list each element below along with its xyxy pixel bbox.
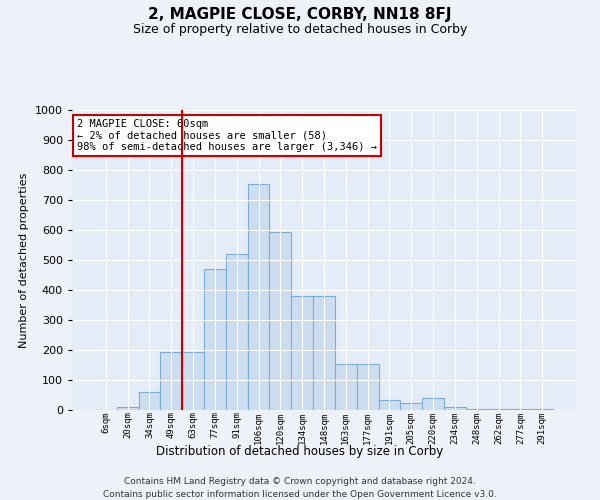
Text: Contains public sector information licensed under the Open Government Licence v3: Contains public sector information licen… [103, 490, 497, 499]
Bar [139, 392, 160, 410]
Bar [357, 364, 379, 410]
Bar [204, 269, 226, 410]
Bar [117, 407, 139, 410]
Bar [400, 402, 422, 410]
Bar [422, 398, 444, 410]
Bar [291, 296, 313, 410]
Bar [509, 409, 531, 410]
Text: 2, MAGPIE CLOSE, CORBY, NN18 8FJ: 2, MAGPIE CLOSE, CORBY, NN18 8FJ [148, 8, 452, 22]
Bar [335, 364, 357, 410]
Bar [269, 232, 291, 410]
Bar [226, 254, 248, 410]
Text: Contains HM Land Registry data © Crown copyright and database right 2024.: Contains HM Land Registry data © Crown c… [124, 478, 476, 486]
Text: 2 MAGPIE CLOSE: 60sqm
← 2% of detached houses are smaller (58)
98% of semi-detac: 2 MAGPIE CLOSE: 60sqm ← 2% of detached h… [77, 119, 377, 152]
Bar [182, 352, 204, 410]
Y-axis label: Number of detached properties: Number of detached properties [19, 172, 29, 348]
Bar [466, 408, 488, 410]
Text: Size of property relative to detached houses in Corby: Size of property relative to detached ho… [133, 22, 467, 36]
Bar [160, 352, 182, 410]
Bar [444, 407, 466, 410]
Bar [531, 409, 553, 410]
Bar [313, 296, 335, 410]
Text: Distribution of detached houses by size in Corby: Distribution of detached houses by size … [157, 445, 443, 458]
Bar [379, 400, 400, 410]
Bar [248, 184, 269, 410]
Bar [488, 409, 509, 410]
